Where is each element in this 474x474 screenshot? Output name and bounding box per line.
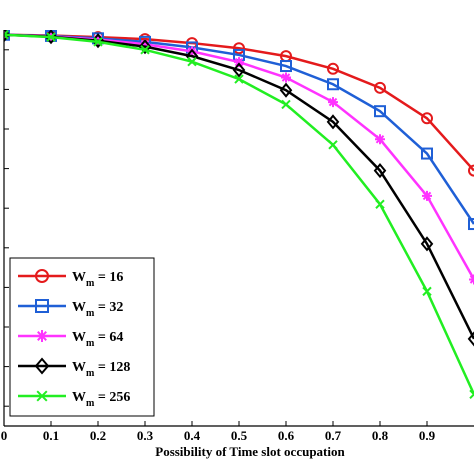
point-marker xyxy=(35,299,49,313)
legend-entry: Wm = 256 xyxy=(18,390,130,409)
point-marker xyxy=(280,60,292,73)
point-marker xyxy=(93,37,103,47)
point-marker xyxy=(327,78,339,91)
x-tick-label: 0.2 xyxy=(90,428,106,443)
x-tick-label: 0.5 xyxy=(231,428,248,443)
point-marker xyxy=(234,74,244,84)
point-marker xyxy=(374,105,386,118)
point-marker xyxy=(326,114,340,130)
legend-label-sub: m xyxy=(86,398,95,409)
legend-label: Wm = 32 xyxy=(72,300,123,319)
legend-entry: Wm = 16 xyxy=(18,269,123,289)
point-marker xyxy=(4,30,9,40)
point-marker xyxy=(328,140,338,150)
point-marker xyxy=(373,163,387,179)
legend-label-suffix: = 128 xyxy=(94,360,130,375)
legend-label-sub: m xyxy=(86,368,95,379)
point-marker xyxy=(35,269,49,283)
x-tick-label: 0.7 xyxy=(325,428,342,443)
point-marker xyxy=(421,147,433,160)
legend-label: Wm = 16 xyxy=(72,270,123,289)
legend-label-base: W xyxy=(72,270,86,285)
legend-label-sub: m xyxy=(86,278,95,289)
point-marker xyxy=(375,199,385,209)
point-marker xyxy=(140,45,150,55)
point-marker xyxy=(46,32,56,42)
point-marker xyxy=(374,81,386,94)
point-marker xyxy=(34,357,50,375)
x-axis-label: Possibility of Time slot occupation xyxy=(155,444,345,459)
point-marker xyxy=(422,286,432,297)
point-marker xyxy=(468,218,474,231)
point-marker xyxy=(232,62,246,78)
point-marker xyxy=(421,112,433,125)
point-marker xyxy=(420,236,434,252)
legend-entry: Wm = 32 xyxy=(18,299,123,319)
x-tick-label: 0.9 xyxy=(419,428,436,443)
point-marker xyxy=(36,390,48,402)
point-marker xyxy=(281,72,291,83)
point-marker xyxy=(233,42,245,55)
x-tick-label: 0.1 xyxy=(43,428,59,443)
legend-label-suffix: = 16 xyxy=(94,270,123,285)
legend-label-sub: m xyxy=(86,338,95,349)
x-tick-labels: 0 0.1 0.2 0.3 0.4 0.5 0.6 0.7 0.8 0.9 xyxy=(1,428,436,443)
legend-label: Wm = 128 xyxy=(72,360,130,379)
point-marker xyxy=(468,164,474,177)
point-marker xyxy=(328,97,338,108)
point-marker xyxy=(138,39,152,55)
x-tick-label: 0.4 xyxy=(184,428,201,443)
point-marker xyxy=(140,39,150,50)
legend-label-base: W xyxy=(72,300,86,315)
legend-label-base: W xyxy=(72,390,86,405)
legend-label: Wm = 256 xyxy=(72,390,130,409)
point-marker xyxy=(279,82,293,98)
x-tick-label: 0.6 xyxy=(278,428,295,443)
legend-label-base: W xyxy=(72,330,86,345)
point-marker xyxy=(187,56,197,67)
legend-label-suffix: = 32 xyxy=(94,300,123,315)
point-marker xyxy=(467,331,474,347)
point-marker xyxy=(375,134,385,145)
point-marker xyxy=(469,389,474,400)
point-marker xyxy=(36,330,48,342)
legend-label: Wm = 64 xyxy=(72,330,123,349)
point-marker xyxy=(281,99,291,110)
x-tick-label: 0.8 xyxy=(372,428,389,443)
x-tick-label: 0.3 xyxy=(137,428,154,443)
y-axis-ticks xyxy=(4,49,9,407)
point-marker xyxy=(422,190,432,201)
legend-label-suffix: = 256 xyxy=(94,390,130,405)
series-layer xyxy=(4,30,474,400)
legend-label-suffix: = 64 xyxy=(94,330,123,345)
legend-entry: Wm = 128 xyxy=(18,357,130,379)
x-tick-label: 0 xyxy=(1,428,8,443)
point-marker xyxy=(327,62,339,75)
legend-label-base: W xyxy=(72,360,86,375)
legend-entry: Wm = 64 xyxy=(18,330,123,349)
point-marker xyxy=(234,57,244,68)
series-256 xyxy=(4,30,474,400)
legend-label-sub: m xyxy=(86,308,95,319)
